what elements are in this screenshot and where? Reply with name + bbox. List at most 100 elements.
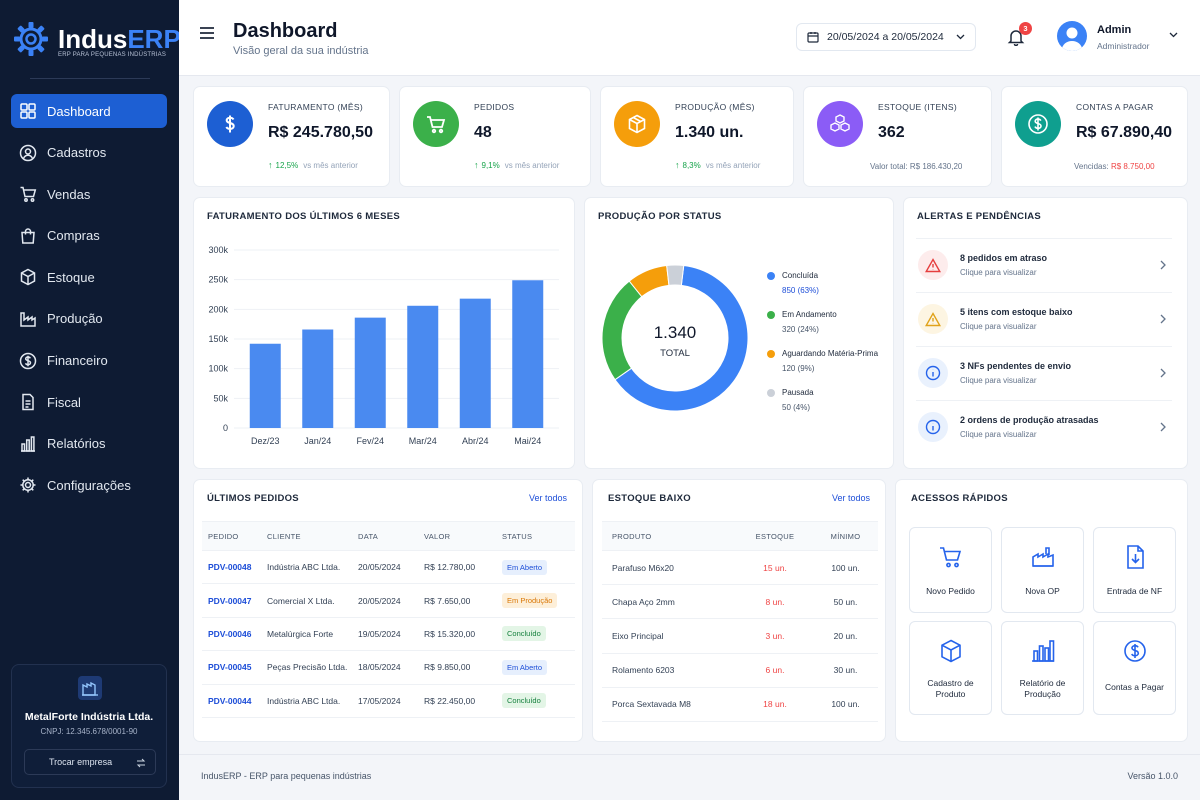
sidebar-item-cadastros[interactable]: Cadastros xyxy=(11,136,167,170)
quick-access-product-registration[interactable]: Cadastro de Produto xyxy=(909,621,992,715)
quick-access-new-order[interactable]: Novo Pedido xyxy=(909,527,992,613)
alert-item-pending-nfs[interactable]: 3 NFs pendentes de envio Clique para vis… xyxy=(916,346,1172,400)
sidebar-item-configuracoes[interactable]: Configurações xyxy=(11,468,167,502)
table-row[interactable]: Parafuso M6x20 15 un. 100 un. xyxy=(602,550,878,586)
legend-item: Concluída 850 (63%) xyxy=(767,270,891,309)
table-row[interactable]: Chapa Aço 2mm 8 un. 50 un. xyxy=(602,584,878,620)
revenue-chart-title: FATURAMENTO DOS ÚLTIMOS 6 MESES xyxy=(207,211,400,222)
alert-title: 2 ordens de produção atrasadas xyxy=(960,415,1099,425)
order-id[interactable]: PDV-00045 xyxy=(202,650,267,685)
kpi-card-contas-pagar[interactable]: CONTAS A PAGAR R$ 67.890,40 Vencidas: R$… xyxy=(1001,86,1188,187)
kpi-label: PEDIDOS xyxy=(474,102,515,112)
low-stock-table: PRODUTO ESTOQUE MÍNIMO Parafuso M6x20 15 … xyxy=(602,521,878,722)
column-header: PRODUTO xyxy=(602,521,737,551)
alert-item-low-stock[interactable]: 5 itens com estoque baixo Clique para vi… xyxy=(916,292,1172,346)
swap-icon xyxy=(136,758,146,768)
switch-company-button[interactable]: Trocar empresa xyxy=(24,749,156,775)
alert-icon-bg xyxy=(918,304,948,334)
alerts-title: ALERTAS E PENDÊNCIAS xyxy=(917,211,1042,222)
table-row[interactable]: PDV-00044 Indústria ABC Ltda. 17/05/2024 R$… xyxy=(202,684,575,718)
sidebar-item-estoque[interactable]: Estoque xyxy=(11,260,167,294)
order-id[interactable]: PDV-00047 xyxy=(202,583,267,618)
column-header: MÍNIMO xyxy=(813,521,878,551)
legend-swatch xyxy=(767,272,775,280)
chart-bar[interactable] xyxy=(249,343,281,428)
table-row[interactable]: PDV-00048 Indústria ABC Ltda. 20/05/2024 R$… xyxy=(202,550,575,585)
cart-icon xyxy=(427,116,446,134)
quick-access-production-report[interactable]: Relatório de Produção xyxy=(1001,621,1084,715)
sidebar: IndusERP ERP PARA PEQUENAS INDÚSTRIAS Da… xyxy=(0,0,181,800)
order-id[interactable]: PDV-00048 xyxy=(202,550,267,585)
cart-icon xyxy=(940,547,962,568)
kpi-icon-circle xyxy=(413,101,459,147)
order-value: R$ 9.850,00 xyxy=(424,650,502,685)
sidebar-item-financeiro[interactable]: Financeiro xyxy=(11,344,167,378)
chart-bar[interactable] xyxy=(512,280,544,428)
sidebar-item-dashboard[interactable]: Dashboard xyxy=(11,94,167,128)
donut-slice[interactable] xyxy=(666,264,685,286)
quick-access-accounts-payable[interactable]: Contas a Pagar xyxy=(1093,621,1176,715)
low-stock-view-all-link[interactable]: Ver todos xyxy=(832,493,871,503)
sidebar-item-label: Financeiro xyxy=(47,353,108,369)
brand-name-prefix: Indus xyxy=(58,24,128,54)
kpi-change: 8,3% xyxy=(682,160,701,170)
table-row[interactable]: PDV-00046 Metalúrgica Forte 19/05/2024 R$ 1… xyxy=(202,617,575,652)
table-row[interactable]: PDV-00047 Comercial X Ltda. 20/05/2024 R$ 7… xyxy=(202,583,575,618)
donut-slice[interactable] xyxy=(614,264,749,412)
chart-bar[interactable] xyxy=(354,317,386,428)
alert-subtitle: Clique para visualizar xyxy=(960,322,1037,331)
kpi-label: PRODUÇÃO (MÊS) xyxy=(675,102,755,112)
sidebar-item-fiscal[interactable]: Fiscal xyxy=(11,385,167,419)
avatar[interactable] xyxy=(1057,21,1087,51)
orders-title: ÚLTIMOS PEDIDOS xyxy=(207,493,299,504)
legend-swatch xyxy=(767,389,775,397)
table-row[interactable]: Porca Sextavada M8 18 un. 100 un. xyxy=(602,687,878,722)
order-id[interactable]: PDV-00046 xyxy=(202,617,267,652)
warning-icon xyxy=(925,257,941,272)
table-row[interactable]: Rolamento 6203 6 un. 30 un. xyxy=(602,653,878,688)
chevron-right-icon xyxy=(1160,260,1166,270)
table-row[interactable]: PDV-00045 Peças Precisão Ltda. 18/05/2024 R… xyxy=(202,650,575,685)
bell-icon[interactable] xyxy=(1007,28,1025,46)
kpi-card-pedidos[interactable]: PEDIDOS 48 ↑ 9,1% vs mês anterior xyxy=(399,86,591,187)
legend-swatch xyxy=(767,350,775,358)
revenue-bar-chart: 0 50k 100k 150k 200k 250k 300k Dez/23 Jan/24 Fev/… xyxy=(208,245,559,446)
kpi-change-text: vs mês anterior xyxy=(504,160,560,170)
kpi-card-producao[interactable]: PRODUÇÃO (MÊS) 1.340 un. ↑ 8,3% vs mês ant… xyxy=(600,86,794,187)
chart-bar[interactable] xyxy=(407,305,439,428)
chevron-down-icon[interactable] xyxy=(1169,32,1178,38)
sidebar-item-relatorios[interactable]: Relatórios xyxy=(11,427,167,461)
brand-name-suffix: ERP xyxy=(127,24,181,54)
kpi-change-text: vs mês anterior xyxy=(303,160,358,170)
alert-item-delayed-production[interactable]: 2 ordens de produção atrasadas Clique pa… xyxy=(916,400,1172,454)
kpi-card-faturamento[interactable]: FATURAMENTO (MÊS) R$ 245.780,50 ↑ 12,5% vs… xyxy=(193,86,390,187)
sidebar-item-producao[interactable]: Produção xyxy=(11,302,167,336)
order-status-cell: Concluído xyxy=(502,684,575,718)
kpi-trend: ↑ 8,3% vs mês anterior xyxy=(675,160,760,170)
date-range-picker[interactable]: 20/05/2024 a 20/05/2024 xyxy=(796,23,976,51)
chart-bar[interactable] xyxy=(302,329,334,428)
quick-access-label: Nova OP xyxy=(1025,586,1060,596)
production-chart-card: PRODUÇÃO POR STATUS 1.340 TOTAL Concluíd… xyxy=(584,197,894,469)
sidebar-item-compras[interactable]: Compras xyxy=(11,219,167,253)
stock-minimum: 50 un. xyxy=(813,584,878,620)
alert-item-delayed-orders[interactable]: 8 pedidos em atraso Clique para visualiz… xyxy=(916,238,1172,292)
dollar-icon xyxy=(225,115,235,133)
order-id[interactable]: PDV-00044 xyxy=(202,684,267,718)
menu-icon[interactable] xyxy=(199,26,215,40)
alert-icon-bg xyxy=(918,250,948,280)
stock-quantity: 18 un. xyxy=(737,687,813,722)
chart-bar[interactable] xyxy=(459,298,491,428)
alerts-card: ALERTAS E PENDÊNCIAS 8 pedidos em atraso… xyxy=(903,197,1188,469)
status-badge: Em Aberto xyxy=(502,659,548,675)
kpi-card-estoque[interactable]: ESTOQUE (ITENS) 362 Valor total: R$ 186.… xyxy=(803,86,992,187)
sidebar-item-vendas[interactable]: Vendas xyxy=(11,177,167,211)
order-value: R$ 12.780,00 xyxy=(424,550,502,585)
orders-view-all-link[interactable]: Ver todos xyxy=(529,493,568,503)
stock-quantity: 6 un. xyxy=(737,653,813,688)
table-row[interactable]: Eixo Principal 3 un. 20 un. xyxy=(602,618,878,654)
quick-access-new-op[interactable]: Nova OP xyxy=(1001,527,1084,613)
brand-logo[interactable]: IndusERP xyxy=(12,20,181,58)
kpi-icon-circle xyxy=(1015,101,1061,147)
quick-access-nf-entry[interactable]: Entrada de NF xyxy=(1093,527,1176,613)
